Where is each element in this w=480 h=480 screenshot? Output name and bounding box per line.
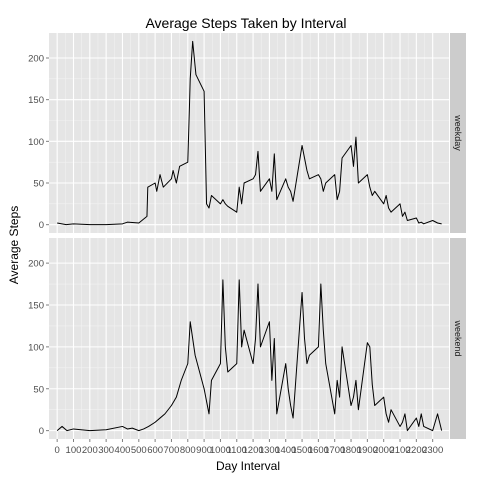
y-tick-label: 0: [39, 426, 44, 437]
x-axis-ticks: 0 100 200 300 400 500 600 700 800 900100011001200…: [55, 439, 443, 456]
panel-weekend: 0 50 100 150 200 weekend: [28, 238, 466, 439]
panel-weekday: 0 50 100 150 200 weekday: [28, 33, 466, 233]
strip-background: [450, 33, 466, 233]
series-line-weekday: [57, 40, 442, 226]
x-tick-label: 300: [98, 445, 114, 456]
panels: 0 50 100 150 200 weekday 0 50 100 150 200 weekend: [28, 33, 466, 439]
x-tick-label: 2100: [389, 445, 410, 456]
strip-label-weekday: weekday: [453, 114, 463, 151]
y-tick-label: 150: [28, 301, 44, 312]
y-tick-label: 50: [33, 384, 44, 395]
x-tick-label: 2200: [406, 445, 427, 456]
x-tick-label: 1700: [324, 445, 345, 456]
series-line-weekend: [56, 279, 443, 432]
x-tick-label: 600: [147, 445, 163, 456]
x-tick-label: 1200: [243, 445, 264, 456]
x-tick-label: 1900: [357, 445, 378, 456]
panel-background: [49, 33, 449, 233]
strip-label-weekend: weekend: [453, 319, 463, 356]
x-axis-title: Day Interval: [216, 459, 280, 473]
y-tick-label: 200: [28, 259, 44, 270]
x-tick-label: 400: [115, 445, 131, 456]
x-tick-label: 1800: [340, 445, 361, 456]
x-tick-label: 1400: [275, 445, 296, 456]
y-tick-label: 100: [28, 342, 44, 353]
x-tick-label: 100: [66, 445, 82, 456]
x-tick-label: 200: [82, 445, 98, 456]
y-tick-label: 200: [28, 54, 44, 65]
x-tick-label: 2300: [422, 445, 443, 456]
y-tick-label: 150: [28, 95, 44, 106]
y-tick-label: 0: [39, 220, 44, 231]
x-tick-label: 900: [196, 445, 212, 456]
y-tick-label: 100: [28, 137, 44, 148]
strip-background: [450, 238, 466, 439]
x-tick-label: 800: [180, 445, 196, 456]
chart-title: Average Steps Taken by Interval: [145, 15, 346, 31]
y-tick-label: 50: [33, 179, 44, 190]
x-tick-label: 0: [55, 445, 60, 456]
x-tick-label: 1600: [308, 445, 329, 456]
x-tick-label: 1000: [210, 445, 231, 456]
x-tick-label: 700: [164, 445, 180, 456]
x-tick-label: 1300: [259, 445, 280, 456]
panel-background: [49, 238, 449, 439]
x-tick-label: 2000: [373, 445, 394, 456]
y-axis-title: Average Steps: [7, 206, 21, 285]
x-tick-label: 1500: [291, 445, 312, 456]
x-tick-label: 500: [131, 445, 147, 456]
x-tick-label: 1100: [227, 445, 247, 456]
